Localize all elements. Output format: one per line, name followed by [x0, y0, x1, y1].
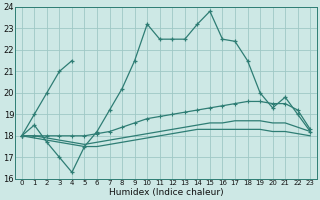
X-axis label: Humidex (Indice chaleur): Humidex (Indice chaleur) [109, 188, 223, 197]
